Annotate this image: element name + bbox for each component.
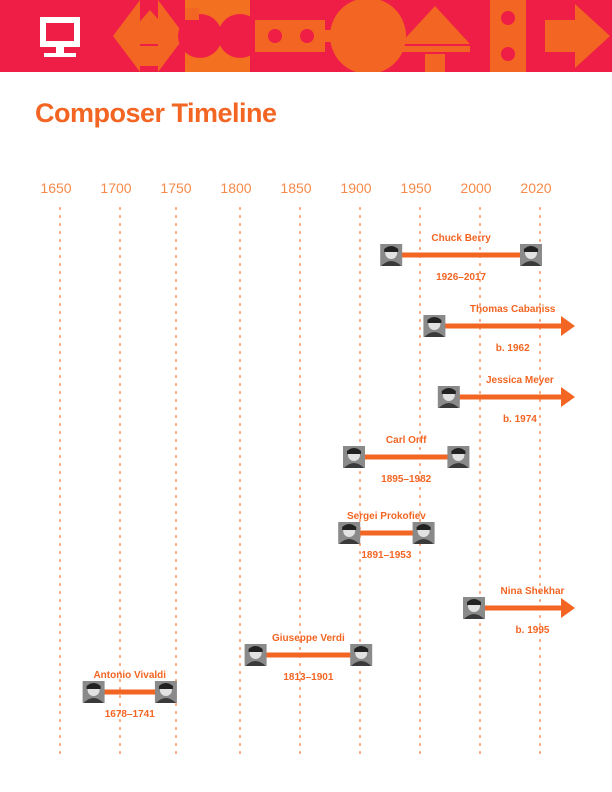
page-title: Composer Timeline: [35, 98, 277, 128]
portrait-death: [447, 446, 470, 468]
year-label: 1700: [100, 180, 131, 196]
portrait-death: [154, 681, 177, 703]
composer-thomas-cabaniss: Thomas Cabaniss b. 1962: [434, 304, 575, 354]
composer-jessica-meyer: Jessica Meyer b. 1974: [448, 375, 575, 425]
composer-dates: b. 1974: [503, 414, 537, 425]
portrait-birth: [343, 446, 365, 468]
composer-carl-orff: Carl Orff 1895–1982: [354, 435, 459, 485]
year-label: 2020: [520, 180, 551, 196]
composer-dates: b. 1995: [516, 625, 550, 636]
portrait-birth: [380, 244, 403, 266]
portrait-birth: [338, 522, 361, 544]
computer-monitor-icon: [40, 17, 80, 57]
portrait-birth: [437, 386, 460, 408]
portrait-death: [412, 522, 435, 544]
composer-name: Antonio Vivaldi: [93, 670, 166, 681]
composer-dates: 1926–2017: [436, 272, 486, 283]
arrow-head: [561, 316, 575, 336]
composer-dates: b. 1962: [496, 343, 530, 354]
banner-pattern: [40, 0, 610, 72]
year-label: 1850: [280, 180, 311, 196]
composer-dates: 1891–1953: [361, 550, 411, 561]
year-label: 1750: [160, 180, 191, 196]
year-label: 2000: [460, 180, 491, 196]
header-banner: [0, 0, 612, 72]
composer-name: Nina Shekhar: [501, 586, 565, 597]
decorative-shapes: [113, 0, 610, 72]
year-label: 1900: [340, 180, 371, 196]
composer-dates: 1678–1741: [105, 709, 155, 720]
year-label: 1650: [40, 180, 71, 196]
portrait-death: [350, 644, 373, 666]
arrow-head: [561, 387, 575, 407]
composer-chuck-berry: Chuck Berry 1926–2017: [391, 233, 531, 283]
composer-dates: 1895–1982: [381, 474, 431, 485]
composer-name: Giuseppe Verdi: [272, 633, 345, 644]
portrait-birth: [463, 597, 485, 619]
portrait-birth: [244, 644, 267, 666]
composer-giuseppe-verdi: Giuseppe Verdi 1813–1901: [255, 633, 362, 683]
portrait-death: [520, 244, 542, 266]
composer-name: Carl Orff: [386, 435, 427, 446]
year-label: 1950: [400, 180, 431, 196]
composer-dates: 1813–1901: [283, 672, 333, 683]
arrow-head: [561, 598, 575, 618]
composer-nina-shekhar: Nina Shekhar b. 1995: [474, 586, 575, 636]
year-label: 1800: [220, 180, 251, 196]
portrait-birth: [423, 315, 446, 337]
composer-name: Chuck Berry: [431, 233, 491, 244]
composer-name: Jessica Meyer: [486, 375, 554, 386]
composer-name: Thomas Cabaniss: [470, 304, 556, 315]
composer-name: Sergei Prokofiev: [347, 511, 426, 522]
composer-sergei-prokofiev: Sergei Prokofiev 1891–1953: [347, 511, 426, 561]
composer-antonio-vivaldi: Antonio Vivaldi 1678–1741: [93, 670, 166, 720]
portrait-birth: [82, 681, 105, 703]
